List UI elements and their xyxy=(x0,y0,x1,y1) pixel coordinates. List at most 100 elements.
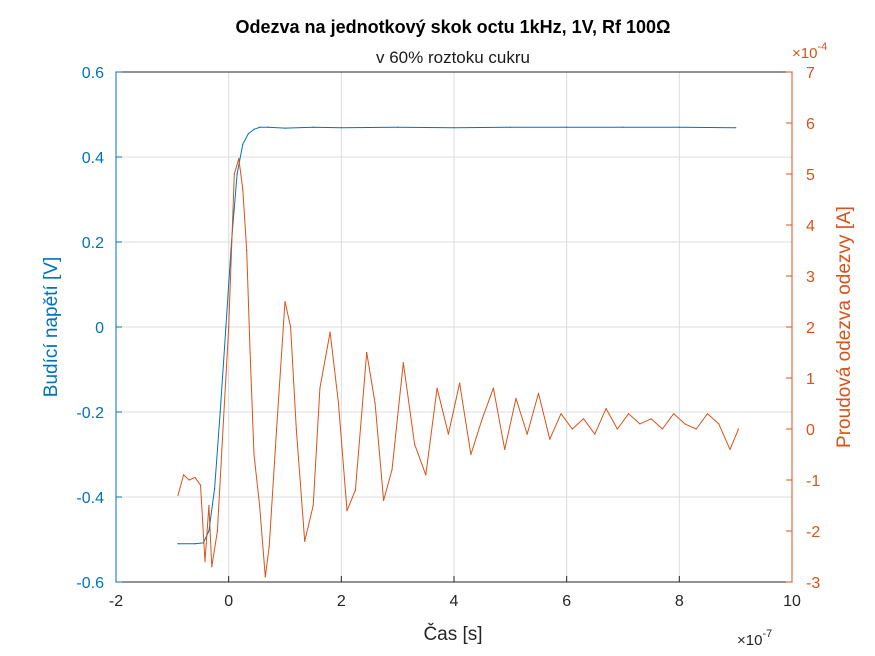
current-response-point xyxy=(628,413,630,415)
current-response-point xyxy=(194,476,196,479)
current-response-point xyxy=(470,453,472,456)
x-tick-label: 2 xyxy=(337,593,346,610)
current-response-point xyxy=(526,433,528,435)
current-response-point xyxy=(183,474,185,476)
voltage-point xyxy=(177,543,179,545)
y-left-tick-label: 0.4 xyxy=(82,150,104,167)
current-response-point xyxy=(729,448,731,450)
current-response-point xyxy=(208,504,210,507)
current-response-point xyxy=(413,443,416,445)
chart-title: Odezva na jednotkový skok octu 1kHz, 1V,… xyxy=(236,17,671,37)
y-left-tick-label: 0.2 xyxy=(82,235,104,252)
current-response-point xyxy=(264,576,266,578)
y-left-tick-label: 0.6 xyxy=(82,65,104,82)
y-right-axis-label: Proudová odezva odezvy [A] xyxy=(834,206,855,448)
x-exponent-power: -7 xyxy=(762,628,772,640)
x-tick-label: 6 xyxy=(562,593,571,610)
voltage-point xyxy=(213,487,216,490)
current-response-point xyxy=(216,530,218,532)
current-response-point xyxy=(249,351,251,354)
current-response-point xyxy=(718,423,720,425)
current-response-point xyxy=(242,188,244,190)
current-response-point xyxy=(222,428,224,430)
current-response-point xyxy=(228,326,230,328)
voltage-point xyxy=(397,126,399,128)
current-response-point xyxy=(695,428,697,430)
y-right-exponent-power: -4 xyxy=(817,41,827,53)
current-response-point xyxy=(275,428,278,430)
current-response-point xyxy=(706,413,709,415)
current-response-point xyxy=(188,479,190,481)
y-right-tick-label: 6 xyxy=(806,116,815,133)
current-response-point xyxy=(199,484,202,486)
x-axis-label: Čas [s] xyxy=(423,623,482,645)
current-response-point xyxy=(329,331,331,333)
current-response-point xyxy=(374,402,376,405)
y-right-tick-label: -1 xyxy=(806,473,820,490)
current-response-point xyxy=(492,387,495,389)
current-response-point xyxy=(337,402,340,405)
current-response-point xyxy=(673,413,675,415)
current-response-point xyxy=(366,351,368,354)
tick-layer: -2 0 2 4 6 8 100.60.40.20-0.2-0.4-0.676543210-… xyxy=(76,65,820,610)
x-tick-label: 4 xyxy=(450,593,459,610)
current-response-point xyxy=(233,173,235,175)
current-response-point xyxy=(312,504,314,507)
current-response-point xyxy=(661,428,664,430)
current-response-point xyxy=(616,428,618,430)
x-tick-label: -2 xyxy=(109,593,123,610)
x-axis-exponent: ×10-7 xyxy=(737,628,772,649)
current-response-line xyxy=(177,158,739,578)
current-response-point xyxy=(459,382,461,384)
voltage-point xyxy=(735,127,737,129)
voltage-point xyxy=(340,127,342,129)
current-response-point xyxy=(391,469,393,471)
current-response-point xyxy=(425,474,427,476)
voltage-point xyxy=(678,126,680,128)
current-response-point xyxy=(436,387,438,389)
current-response-point xyxy=(481,418,483,420)
grid-layer xyxy=(116,72,792,582)
y-left-tick-label: -0.6 xyxy=(76,575,104,592)
voltage-line xyxy=(178,126,736,545)
y-right-tick-label: -3 xyxy=(806,575,820,592)
voltage-point xyxy=(253,128,255,130)
voltage-point xyxy=(284,127,286,129)
y-right-tick-label: 7 xyxy=(806,65,815,82)
current-response-point xyxy=(268,545,270,547)
current-response-point xyxy=(582,418,585,420)
y-right-tick-label: 3 xyxy=(806,269,815,286)
current-response-point xyxy=(304,540,306,542)
current-response-point xyxy=(537,392,540,394)
series-layer xyxy=(177,126,740,578)
x-tick-label: 0 xyxy=(224,593,233,610)
current-response-point xyxy=(504,448,506,450)
x-exponent-base: ×10 xyxy=(737,632,762,649)
current-response-point xyxy=(177,494,179,496)
y-left-tick-label: -0.2 xyxy=(76,405,104,422)
current-response-point xyxy=(737,428,740,430)
y-right-tick-label: -2 xyxy=(806,524,820,541)
current-response-point xyxy=(560,413,562,415)
y-right-tick-label: 4 xyxy=(806,218,815,235)
current-response-point xyxy=(382,499,385,501)
voltage-point xyxy=(236,173,238,175)
current-response-point xyxy=(204,561,206,563)
voltage-point xyxy=(247,133,249,135)
current-response-point xyxy=(319,387,321,389)
voltage-point xyxy=(267,126,269,128)
voltage-point xyxy=(566,126,568,128)
y-left-tick-label: 0 xyxy=(95,320,104,337)
current-response-point xyxy=(290,326,292,328)
voltage-point xyxy=(208,530,210,532)
voltage-point xyxy=(225,326,227,328)
voltage-point xyxy=(622,126,624,128)
current-response-point xyxy=(284,300,286,303)
voltage-point xyxy=(453,127,455,129)
current-response-point xyxy=(447,433,449,435)
current-response-point xyxy=(246,249,248,252)
current-response-point xyxy=(605,408,607,410)
current-response-point xyxy=(259,504,261,507)
